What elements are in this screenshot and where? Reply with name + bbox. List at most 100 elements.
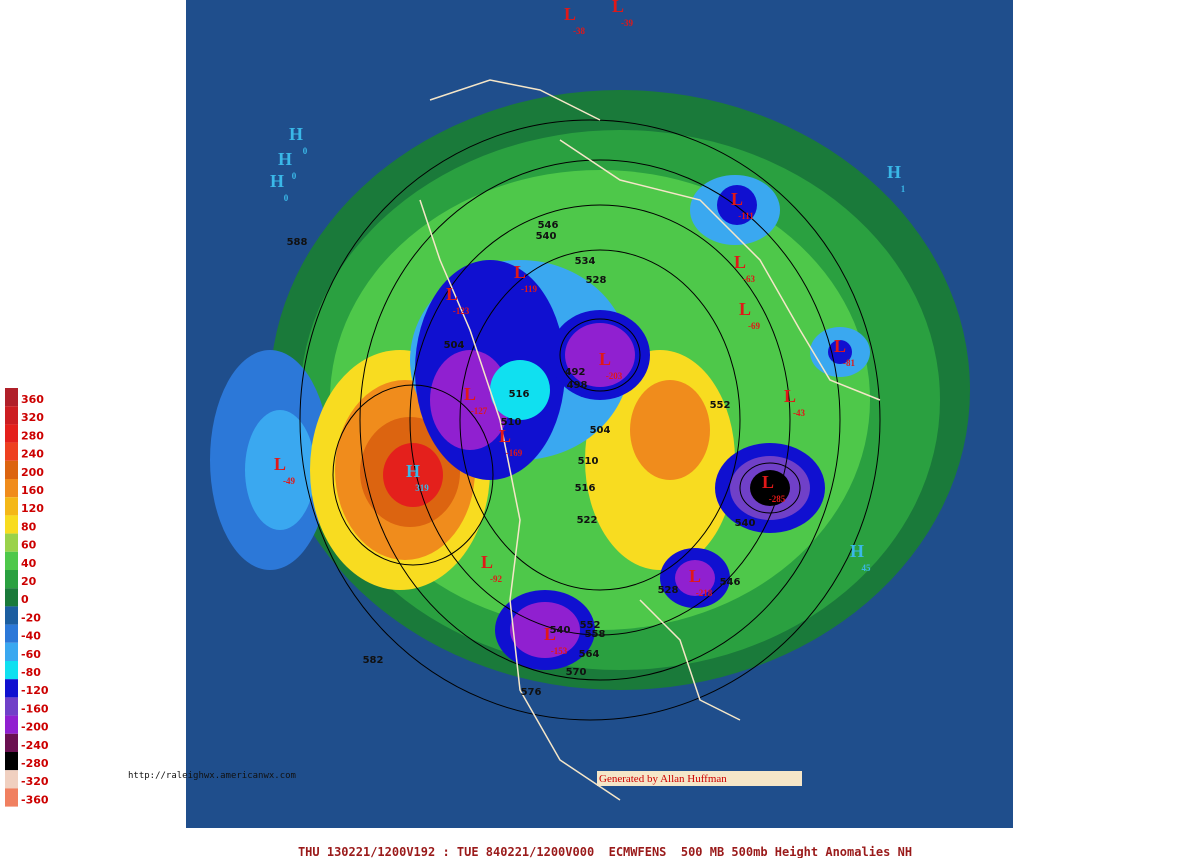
contour-label: 546: [720, 577, 741, 588]
legend-label: 240: [21, 448, 44, 461]
system-value: 0: [303, 146, 308, 156]
system-value: -111: [738, 211, 754, 221]
contour-label: 552: [710, 400, 731, 411]
system-value: 1: [901, 184, 906, 194]
contour-label: 510: [501, 417, 522, 428]
contour-label: 516: [509, 389, 530, 400]
system-value: 0: [292, 171, 297, 181]
contour-label: 528: [586, 275, 607, 286]
legend-swatch: [5, 533, 18, 552]
legend-swatch: [5, 679, 18, 698]
legend-label: -160: [21, 702, 49, 715]
system-value: -81: [843, 358, 855, 368]
legend-label: -40: [21, 630, 41, 643]
contour-label: 492: [565, 367, 586, 378]
legend-swatch: [5, 479, 18, 498]
system-letter: L: [731, 189, 743, 209]
system-letter: L: [762, 472, 774, 492]
legend-swatch: [5, 642, 18, 661]
system-value: -63: [743, 274, 755, 284]
legend-swatch: [5, 424, 18, 443]
system-letter: L: [689, 566, 701, 586]
system-letter: L: [274, 454, 286, 474]
legend-swatch: [5, 752, 18, 771]
legend-label: -80: [21, 666, 41, 679]
system-letter: L: [544, 624, 556, 644]
contour-label: 576: [521, 687, 542, 698]
system-value: 45: [862, 563, 872, 573]
system-value: -285: [769, 494, 786, 504]
legend-label: 60: [21, 539, 37, 552]
credit-box: [597, 771, 802, 786]
contour-label: 540: [735, 518, 756, 529]
system-value: 319: [415, 483, 429, 493]
legend-label: -240: [21, 739, 49, 752]
legend-swatch: [5, 788, 18, 807]
legend-label: 40: [21, 557, 37, 570]
system-letter: H: [289, 124, 303, 144]
system-letter: L: [599, 349, 611, 369]
system-value: -39: [621, 18, 633, 28]
system-value: -119: [521, 284, 538, 294]
system-letter: H: [887, 162, 901, 182]
system-value: -127: [471, 406, 488, 416]
contour-label: 522: [577, 515, 598, 526]
system-letter: L: [784, 386, 796, 406]
legend-swatch: [5, 588, 18, 607]
system-value: -38: [573, 26, 585, 36]
contour-label: 516: [575, 483, 596, 494]
legend-swatch: [5, 733, 18, 752]
legend-swatch: [5, 460, 18, 479]
legend-swatch: [5, 624, 18, 643]
legend-swatch: [5, 770, 18, 789]
system-value: 0: [284, 193, 289, 203]
contour-label: 552: [580, 620, 601, 631]
source-url: http://raleighwx.americanwx.com: [128, 771, 296, 781]
system-value: -43: [793, 408, 805, 418]
contour-label: 564: [579, 649, 600, 660]
map: L -49 H 319 L -127 L -169 L -123 L -119 L -92 L -153 L -2…: [210, 0, 970, 801]
contour-label: 504: [444, 340, 465, 351]
system-letter: L: [464, 384, 476, 404]
contour-label: 510: [578, 456, 599, 467]
legend-swatch: [5, 715, 18, 734]
legend-label: 80: [21, 520, 37, 533]
system-letter: H: [270, 171, 284, 191]
legend-swatch: [5, 406, 18, 425]
contour-label: 570: [566, 667, 587, 678]
legend-label: -20: [21, 611, 41, 624]
legend-label: 360: [21, 393, 44, 406]
legend-label: 280: [21, 429, 44, 442]
system-letter: H: [278, 149, 292, 169]
system-letter: L: [499, 426, 511, 446]
system-letter: H: [850, 541, 864, 561]
legend-label: -120: [21, 684, 49, 697]
system-value: -123: [453, 306, 470, 316]
system-letter: L: [834, 336, 846, 356]
contour-label: 498: [567, 380, 588, 391]
system-letter: L: [739, 299, 751, 319]
system-value: -69: [748, 321, 760, 331]
legend-swatch: [5, 515, 18, 534]
system-value: -203: [606, 371, 623, 381]
contour-label: 588: [287, 237, 308, 248]
legend-swatch: [5, 388, 18, 407]
system-value: -153: [551, 646, 568, 656]
legend-label: -280: [21, 757, 49, 770]
legend-label: 0: [21, 593, 29, 606]
system-letter: L: [446, 284, 458, 304]
contour-label: 504: [590, 425, 611, 436]
system-value: -218: [696, 588, 713, 598]
legend-swatch: [5, 661, 18, 680]
system-letter: L: [734, 252, 746, 272]
system-letter: H: [406, 461, 420, 481]
legend-swatch: [5, 697, 18, 716]
legend-label: 120: [21, 502, 44, 515]
legend-swatch: [5, 606, 18, 625]
contour-label: 528: [658, 585, 679, 596]
contour-label: 534: [575, 256, 596, 267]
contour-label: 558: [585, 629, 606, 640]
legend-label: 160: [21, 484, 44, 497]
legend-label: -360: [21, 793, 49, 806]
legend-swatch: [5, 497, 18, 516]
